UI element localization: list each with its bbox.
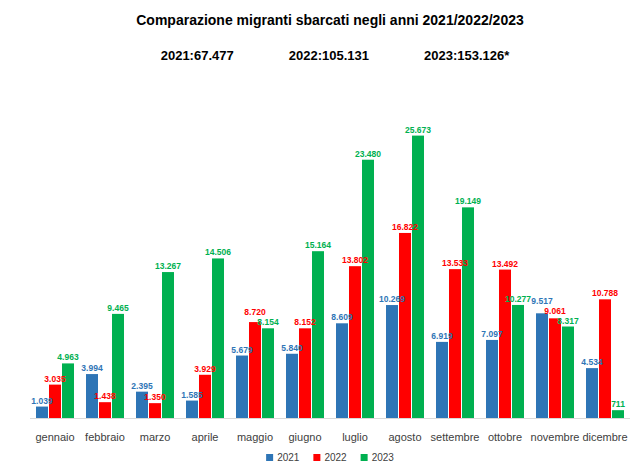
data-label: 4.963 [57,352,79,362]
bar [549,318,561,418]
data-label: 10.277 [505,294,531,304]
x-tick-label: aprile [192,431,219,443]
data-label: 15.164 [305,240,331,250]
x-tick-label: giugno [288,431,321,443]
series-bars [49,233,611,418]
data-label: 9.465 [107,303,129,313]
data-label: 16.822 [392,222,418,232]
x-tick-label: novembre [531,431,580,443]
bar [36,407,48,418]
x-tick-label: marzo [140,431,171,443]
legend-label: 2023 [372,452,395,463]
bar [349,266,361,418]
bar [512,305,524,418]
annotation: 2022:105.131 [289,48,369,63]
series-bars [62,136,624,418]
annotation: 2023:153.126* [424,48,510,63]
bar [462,207,474,418]
bar [386,305,398,418]
title: Comparazione migranti sbarcati negli ann… [136,12,524,28]
bar [236,356,248,418]
bar [412,136,424,418]
data-labels: 711 1.039 1.350 1.438 1.585 2.395 3.035 3.929 3.… [31,125,625,410]
x-tick-label: febbraio [85,431,125,443]
data-label: 1.350 [144,392,166,402]
data-label: 8.154 [257,317,279,327]
data-label: 13.802 [342,255,368,265]
bar [149,403,161,418]
bar [436,342,448,418]
data-label: 9.517 [531,296,553,306]
data-label: 1.039 [31,396,53,406]
bar [212,258,224,418]
data-label: 2.395 [131,381,153,391]
data-label: 8.317 [557,316,579,326]
x-tick-label: maggio [237,431,273,443]
data-label: 1.585 [181,390,203,400]
annotations: 2021:67.477 2022:105.131 2023:153.126* [161,48,511,63]
legend-swatch [266,454,273,461]
data-label: 3.929 [194,364,216,374]
x-tick-label: agosto [388,431,421,443]
bar [112,314,124,418]
x-tick-label: ottobre [488,431,522,443]
legend-label: 2021 [277,452,300,463]
data-label: 14.506 [205,247,231,257]
data-label: 3.035 [44,374,66,384]
bar [62,363,74,418]
legend-swatch [361,454,368,461]
legend-swatch [313,454,320,461]
chart: Comparazione migranti sbarcati negli ann… [0,0,640,470]
x-tick-label: settembre [431,431,480,443]
bar [362,160,374,418]
x-tick-label: gennaio [35,431,74,443]
bar [399,233,411,418]
data-label: 711 [611,399,625,409]
x-tick-label: dicembre [582,431,627,443]
bar [99,402,111,418]
bar [536,313,548,418]
background [0,0,640,470]
bar [262,328,274,418]
data-label: 8.720 [244,307,266,317]
data-label: 25.673 [405,125,431,135]
data-label: 19.149 [455,196,481,206]
annotation: 2021:67.477 [161,48,234,63]
x-axis [30,418,630,419]
bar [486,340,498,418]
x-tick-label: luglio [342,431,368,443]
bar [562,327,574,418]
data-label: 10.788 [592,288,618,298]
bar [186,401,198,418]
bar [312,251,324,418]
bar [336,323,348,418]
data-label: 6.919 [431,331,453,341]
data-label: 9.061 [544,306,566,316]
x-tick-labels: gennaio febbraio marzo aprile maggio giugno lu… [35,431,627,443]
data-label: 8.152 [294,317,316,327]
data-label: 5.679 [231,345,253,355]
data-label: 13.267 [155,261,181,271]
data-label: 1.438 [94,391,116,401]
bar [286,354,298,418]
bar [249,322,261,418]
data-label: 5.840 [281,343,303,353]
bar [586,368,598,418]
data-label: 3.994 [81,363,103,373]
bars [36,136,624,418]
data-label: 23.480 [355,149,381,159]
data-label: 10.269 [379,294,405,304]
legend-label: 2022 [324,452,347,463]
data-label: 13.533 [442,258,468,268]
data-label: 4.534 [581,357,603,367]
legend: 2021 2022 2023 [266,452,394,463]
data-label: 8.609 [331,312,353,322]
bar [499,270,511,418]
data-label: 13.492 [492,259,518,269]
data-label: 7.097 [481,329,503,339]
bar [612,410,624,418]
bar [449,269,461,418]
